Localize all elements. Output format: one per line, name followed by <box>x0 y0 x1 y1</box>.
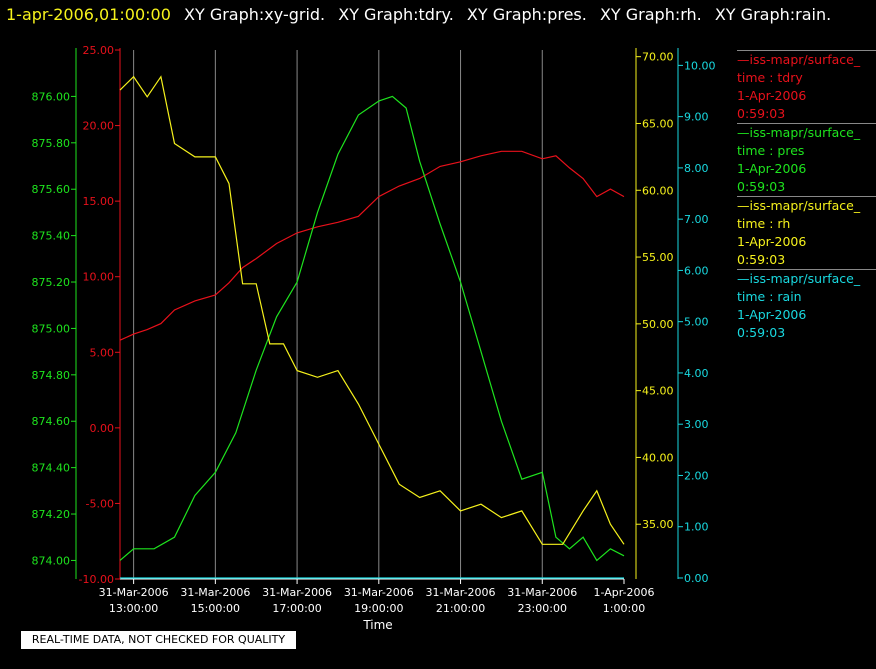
pres-tick-label: 874.00 <box>32 554 71 567</box>
rain-tick-label: 8.00 <box>684 162 709 175</box>
title-graph-xy-grid: XY Graph:xy-grid. <box>184 5 326 24</box>
title-graph-pres: XY Graph:pres. <box>466 5 587 24</box>
rain-tick-label: 2.00 <box>684 469 709 482</box>
x-tick-label: 13:00:00 <box>109 602 158 615</box>
tdry-tick-label: 15.00 <box>83 195 115 208</box>
x-tick-label: 17:00:00 <box>272 602 321 615</box>
pres-tick-label: 875.80 <box>32 137 71 150</box>
x-tick-label: 31-Mar-2006 <box>99 586 169 599</box>
title-graph-rain: XY Graph:rain. <box>714 5 832 24</box>
title-graph-rh: XY Graph:rh. <box>599 5 702 24</box>
legend-time: 0:59:03 <box>737 325 786 340</box>
tdry-tick-label: -10.00 <box>79 573 114 586</box>
legend-date: 1-Apr-2006 <box>737 88 807 103</box>
tdry-tick-label: 10.00 <box>83 271 115 284</box>
rh-tick-label: 55.00 <box>642 251 674 264</box>
title-graph-tdry: XY Graph:tdry. <box>338 5 454 24</box>
rh-tick-label: 50.00 <box>642 318 674 331</box>
x-tick-label: 31-Mar-2006 <box>262 586 332 599</box>
rain-tick-label: 9.00 <box>684 111 709 124</box>
rain-tick-label: 5.00 <box>684 316 709 329</box>
pres-tick-label: 875.20 <box>32 276 71 289</box>
x-tick-label: 31-Mar-2006 <box>344 586 414 599</box>
legend-time: 0:59:03 <box>737 179 786 194</box>
series-line-tdry <box>119 150 625 341</box>
x-tick-label: 15:00:00 <box>191 602 240 615</box>
pres-tick-label: 876.00 <box>32 90 71 103</box>
legend-source: —iss-mapr/surface_ <box>737 198 861 213</box>
rain-tick-label: 1.00 <box>684 521 709 534</box>
legend: —iss-mapr/surface_ time : tdry 1-Apr-200… <box>737 50 876 342</box>
tdry-tick-label: 5.00 <box>90 346 115 359</box>
legend-label: time : rh <box>737 216 791 231</box>
rain-tick-label: 10.00 <box>684 59 716 72</box>
x-tick-label: 31-Mar-2006 <box>426 586 496 599</box>
legend-label: time : tdry <box>737 70 803 85</box>
rain-tick-label: 7.00 <box>684 213 709 226</box>
pres-tick-label: 875.60 <box>32 183 71 196</box>
tdry-tick-label: 0.00 <box>90 422 115 435</box>
legend-source: —iss-mapr/surface_ <box>737 52 861 67</box>
pres-tick-label: 874.40 <box>32 462 71 475</box>
legend-time: 0:59:03 <box>737 106 786 121</box>
rain-tick-label: 6.00 <box>684 264 709 277</box>
legend-entry-tdry: —iss-mapr/surface_ time : tdry 1-Apr-200… <box>737 50 876 123</box>
tdry-tick-label: 20.00 <box>83 120 115 133</box>
rain-tick-label: 0.00 <box>684 572 709 585</box>
rain-tick-label: 3.00 <box>684 418 709 431</box>
x-tick-label: 19:00:00 <box>354 602 403 615</box>
legend-date: 1-Apr-2006 <box>737 234 807 249</box>
pres-tick-label: 874.60 <box>32 415 71 428</box>
rain-tick-label: 4.00 <box>684 367 709 380</box>
legend-date: 1-Apr-2006 <box>737 161 807 176</box>
rh-tick-label: 70.00 <box>642 51 674 64</box>
legend-entry-rh: —iss-mapr/surface_ time : rh 1-Apr-2006 … <box>737 196 876 269</box>
tdry-tick-label: -5.00 <box>86 497 114 510</box>
series-line-pres <box>119 95 625 562</box>
rh-tick-label: 40.00 <box>642 451 674 464</box>
rh-tick-label: 35.00 <box>642 518 674 531</box>
legend-label: time : rain <box>737 289 802 304</box>
x-tick-label: 1-Apr-2006 <box>593 586 654 599</box>
legend-source: —iss-mapr/surface_ <box>737 125 861 140</box>
x-tick-label: 23:00:00 <box>518 602 567 615</box>
pres-tick-label: 875.40 <box>32 230 71 243</box>
legend-label: time : pres <box>737 143 805 158</box>
legend-date: 1-Apr-2006 <box>737 307 807 322</box>
x-tick-label: 31-Mar-2006 <box>507 586 577 599</box>
legend-entry-pres: —iss-mapr/surface_ time : pres 1-Apr-200… <box>737 123 876 196</box>
x-tick-label: 31-Mar-2006 <box>180 586 250 599</box>
legend-time: 0:59:03 <box>737 252 786 267</box>
legend-entry-rain: —iss-mapr/surface_ time : rain 1-Apr-200… <box>737 269 876 342</box>
legend-source: —iss-mapr/surface_ <box>737 271 861 286</box>
pres-tick-label: 874.80 <box>32 369 71 382</box>
rh-tick-label: 65.00 <box>642 117 674 130</box>
pres-tick-label: 875.00 <box>32 322 71 335</box>
pres-tick-label: 874.20 <box>32 508 71 521</box>
tdry-tick-label: 25.00 <box>83 44 115 57</box>
x-tick-label: 21:00:00 <box>436 602 485 615</box>
x-tick-label: 1:00:00 <box>603 602 645 615</box>
title-bar: 1-apr-2006,01:00:00 XY Graph:xy-grid. XY… <box>6 4 839 26</box>
series-line-rh <box>119 75 625 545</box>
rh-tick-label: 60.00 <box>642 184 674 197</box>
disclaimer-label: REAL-TIME DATA, NOT CHECKED FOR QUALITY <box>21 631 296 649</box>
title-timestamp: 1-apr-2006,01:00:00 <box>6 5 171 24</box>
rh-tick-label: 45.00 <box>642 385 674 398</box>
x-axis-label: Time <box>362 618 392 632</box>
